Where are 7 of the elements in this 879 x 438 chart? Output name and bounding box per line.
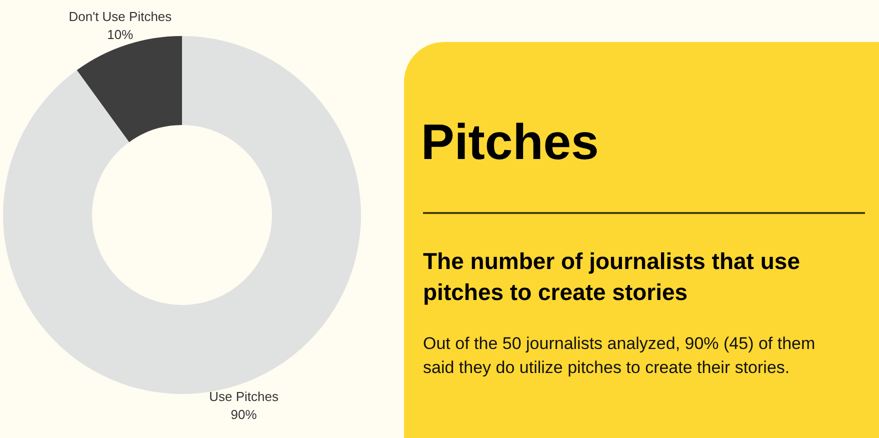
slice-label: Use Pitches	[209, 388, 279, 404]
slice-label: Don't Use Pitches	[68, 8, 172, 24]
text: Out of the 50 journalists analyzed, 90% (45) of them said they do utilize pitches to create their stories.	[423, 333, 816, 379]
data-label: 10%	[107, 26, 134, 42]
text: Pitches	[421, 113, 599, 172]
text: The number of journalists that use pitches to create stories	[423, 247, 801, 307]
data-label: 90%	[230, 406, 258, 422]
